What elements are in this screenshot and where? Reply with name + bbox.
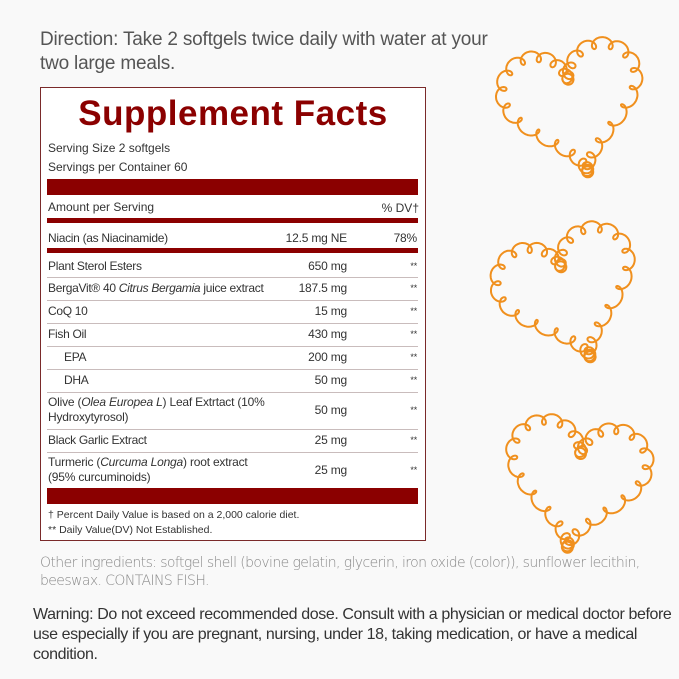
nutrient-amount: 187.5 mg xyxy=(298,281,348,295)
nutrient-name-part: Fish Oil xyxy=(48,327,87,341)
nutrient-amount: 430 mg xyxy=(308,327,347,341)
nutrient-amount: 25 mg xyxy=(314,433,348,447)
curly-heart-icon xyxy=(495,36,644,179)
nutrient-row: Plant Sterol Esters 650 mg ** xyxy=(47,256,418,277)
nutrient-name-part: Niacin (as Niacinamide) xyxy=(48,231,168,245)
row-divider xyxy=(47,323,418,324)
row-divider xyxy=(47,452,418,453)
nutrient-name: BergaVit® 40 Citrus Bergamia juice extra… xyxy=(48,281,264,296)
nutrient-dv: ** xyxy=(410,283,417,293)
nutrient-dv: ** xyxy=(410,352,417,362)
nutrient-amount: 650 mg xyxy=(308,259,347,273)
supplement-facts-panel: Supplement Facts Serving Size 2 softgels… xyxy=(40,87,426,541)
nutrient-name-part: Black Garlic Extract xyxy=(48,433,147,447)
nutrient-name-part: ) root extract (95% curcuminoids) xyxy=(48,455,248,484)
facts-title: Supplement Facts xyxy=(78,94,388,133)
thick-divider xyxy=(47,488,418,504)
nutrient-row: Fish Oil 430 mg ** xyxy=(47,323,418,346)
nutrient-name-part: Turmeric ( xyxy=(48,455,101,469)
nutrient-name-part: ) Leaf Extrtact (10% Hydroxytyrosol) xyxy=(48,395,265,424)
nutrient-name-part: Plant Sterol Esters xyxy=(48,259,142,273)
nutrient-name: CoQ 10 xyxy=(48,304,88,319)
medium-divider xyxy=(47,218,418,223)
nutrient-dv: ** xyxy=(410,405,417,415)
nutrient-dv: ** xyxy=(410,435,417,445)
row-divider xyxy=(47,392,418,393)
nutrient-amount: 50 mg xyxy=(314,403,348,417)
row-divider xyxy=(47,300,418,301)
nutrient-amount: 50 mg xyxy=(314,373,348,387)
nutrient-amount: 15 mg xyxy=(314,304,348,318)
row-divider xyxy=(47,277,418,278)
nutrient-name: Black Garlic Extract xyxy=(48,433,147,448)
amount-per-serving-header: Amount per Serving xyxy=(48,200,155,214)
nutrient-amount: 12.5 mg NE xyxy=(285,231,348,245)
nutrient-row: Turmeric (Curcuma Longa) root extract (9… xyxy=(47,452,418,488)
warning-text: Warning: Do not exceed recommended dose.… xyxy=(33,606,672,663)
serving-size: Serving Size 2 softgels xyxy=(48,141,171,155)
nutrient-row: BergaVit® 40 Citrus Bergamia juice extra… xyxy=(47,277,418,300)
nutrient-name-part: DHA xyxy=(64,373,89,387)
other-ingredients: Other ingredients: softgel shell (bovine… xyxy=(40,555,640,589)
row-divider xyxy=(47,369,418,370)
thick-divider xyxy=(47,179,418,195)
footnote-dv: † Percent Daily Value is based on a 2,00… xyxy=(48,509,300,521)
nutrient-name: Niacin (as Niacinamide) xyxy=(48,231,168,246)
nutrient-dv: ** xyxy=(410,464,417,475)
nutrient-name: DHA xyxy=(64,373,89,388)
nutrient-row: EPA 200 mg ** xyxy=(47,346,418,369)
nutrient-dv: ** xyxy=(410,375,417,385)
direction-text: Direction: Take 2 softgels twice daily w… xyxy=(40,29,488,74)
nutrient-row: Niacin (as Niacinamide) 12.5 mg NE 78% xyxy=(47,229,418,248)
nutrient-row: Olive (Olea Europea L) Leaf Extrtact (10… xyxy=(47,392,418,429)
nutrient-row: CoQ 10 15 mg ** xyxy=(47,300,418,323)
servings-per-container: Servings per Container 60 xyxy=(48,160,188,174)
nutrient-name: Fish Oil xyxy=(48,327,87,342)
nutrient-name-part: CoQ 10 xyxy=(48,304,88,318)
nutrient-dv: 78% xyxy=(393,231,418,245)
nutrient-name: Plant Sterol Esters xyxy=(48,259,142,274)
nutrient-name: EPA xyxy=(64,350,87,365)
nutrient-row: Black Garlic Extract 25 mg ** xyxy=(47,429,418,452)
dv-header: % DV† xyxy=(381,201,419,215)
nutrient-name: Turmeric (Curcuma Longa) root extract (9… xyxy=(48,455,268,485)
nutrient-amount: 200 mg xyxy=(308,350,347,364)
nutrient-name-part: juice extract xyxy=(200,281,264,295)
nutrient-name-part: EPA xyxy=(64,350,87,364)
nutrient-name: Olive (Olea Europea L) Leaf Extrtact (10… xyxy=(48,395,268,425)
curly-heart-icon xyxy=(489,220,636,364)
nutrient-name-italic: Olea Europea L xyxy=(81,395,163,409)
nutrient-name-part: BergaVit® 40 xyxy=(48,281,119,295)
nutrient-name-italic: Citrus Bergamia xyxy=(118,281,201,295)
nutrient-row: DHA 50 mg ** xyxy=(47,369,418,392)
nutrient-name-italic: Curcuma Longa xyxy=(100,455,184,469)
nutrient-dv: ** xyxy=(410,306,417,316)
row-divider xyxy=(47,346,418,347)
nutrient-amount: 25 mg xyxy=(314,462,348,477)
nutrient-dv: ** xyxy=(410,329,417,339)
medium-divider xyxy=(47,248,418,253)
curly-heart-icon xyxy=(505,413,655,554)
nutrient-name-part: Olive ( xyxy=(48,395,82,409)
nutrient-dv: ** xyxy=(410,261,417,271)
footnote-not-established: ** Daily Value(DV) Not Established. xyxy=(48,524,213,536)
row-divider xyxy=(47,429,418,430)
